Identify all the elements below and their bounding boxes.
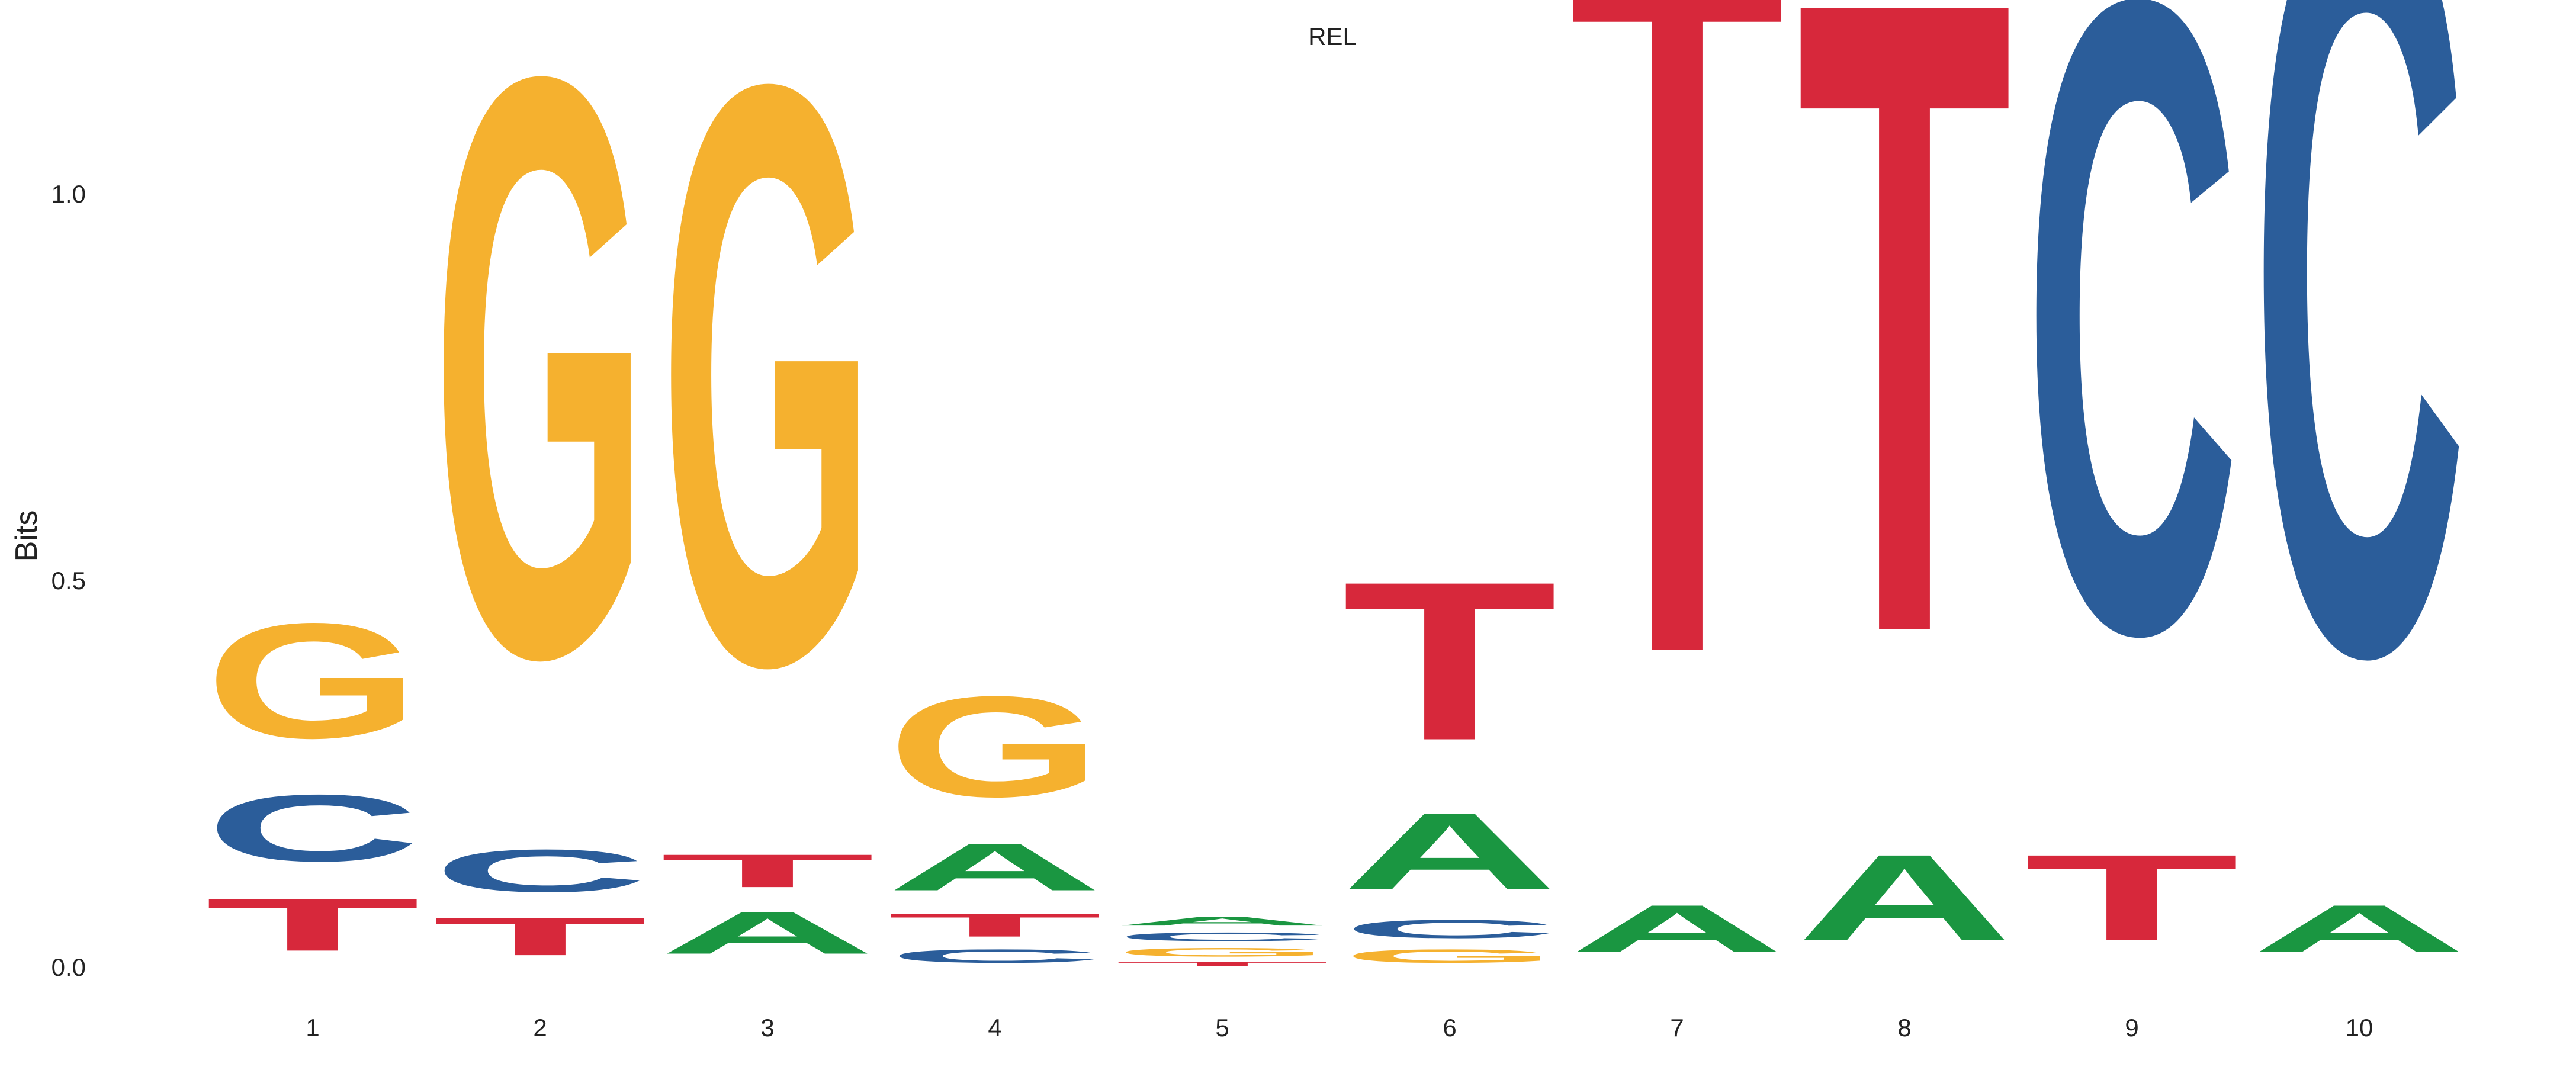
logo-letter: T (205, 883, 420, 966)
logo-letter: C (1342, 914, 1557, 943)
y-tick-label: 0.5 (52, 567, 86, 594)
logo-letter: T (2024, 829, 2240, 966)
y-axis-label: Bits (9, 510, 44, 562)
logo-letter: C (887, 946, 1103, 967)
x-tick-label: 5 (1215, 1014, 1229, 1042)
logo-letter: C (205, 775, 420, 881)
x-tick-label: 6 (1443, 1014, 1456, 1042)
logo-letter: T (432, 907, 648, 966)
position-stack: AC (2251, 0, 2467, 966)
y-tick-label: 0.0 (52, 953, 86, 981)
x-tick-label: 8 (1897, 1014, 1911, 1042)
position-stack: AT (1797, 0, 2012, 966)
logo-letter: A (1797, 829, 2012, 966)
logo-letter: T (887, 907, 1103, 943)
y-tick-label: 1.0 (52, 180, 86, 208)
logo-letter: T (660, 845, 875, 897)
logo-letter: A (1114, 914, 1330, 928)
logo-letter: G (1114, 946, 1330, 959)
x-axis-ticks: 1 2 3 4 5 6 7 8 9 10 (306, 1014, 2373, 1042)
logo-letter: A (2251, 891, 2467, 966)
chart-title: REL (1308, 23, 1357, 50)
logo-letter: G (887, 667, 1103, 827)
x-tick-label: 7 (1670, 1014, 1684, 1042)
x-tick-label: 9 (2125, 1014, 2138, 1042)
position-stack: TCG (432, 0, 648, 966)
position-stack: TC (2024, 0, 2240, 966)
logo-letter: G (205, 589, 420, 772)
logo-letter: G (432, 0, 648, 829)
logo-letter: T (1797, 0, 2012, 821)
x-tick-label: 10 (2346, 1014, 2373, 1042)
logo-letter: G (1342, 946, 1557, 967)
position-stack: TCG (205, 589, 420, 966)
logo-letter: A (1342, 790, 1557, 912)
x-tick-label: 4 (988, 1014, 1001, 1042)
position-stack: ATG (660, 0, 875, 966)
logo-letter: C (2251, 0, 2467, 881)
x-tick-label: 2 (533, 1014, 547, 1042)
y-axis-ticks: 0.00.51.01.5 (52, 180, 86, 981)
logo-letter: C (432, 837, 648, 905)
logo-letter: T (1569, 0, 1785, 881)
x-tick-label: 3 (760, 1014, 774, 1042)
logo-letter: A (1569, 891, 1785, 966)
logo-letter: A (887, 830, 1103, 905)
logo-letter: A (660, 899, 875, 966)
logo-letter: T (1114, 961, 1330, 967)
logo-letter: T (1342, 535, 1557, 788)
logo-letter: C (2024, 0, 2240, 821)
position-stack: AT (1569, 0, 1785, 966)
logo-letter: G (660, 0, 875, 837)
x-tick-label: 1 (306, 1014, 319, 1042)
logo-letter: C (1114, 930, 1330, 944)
